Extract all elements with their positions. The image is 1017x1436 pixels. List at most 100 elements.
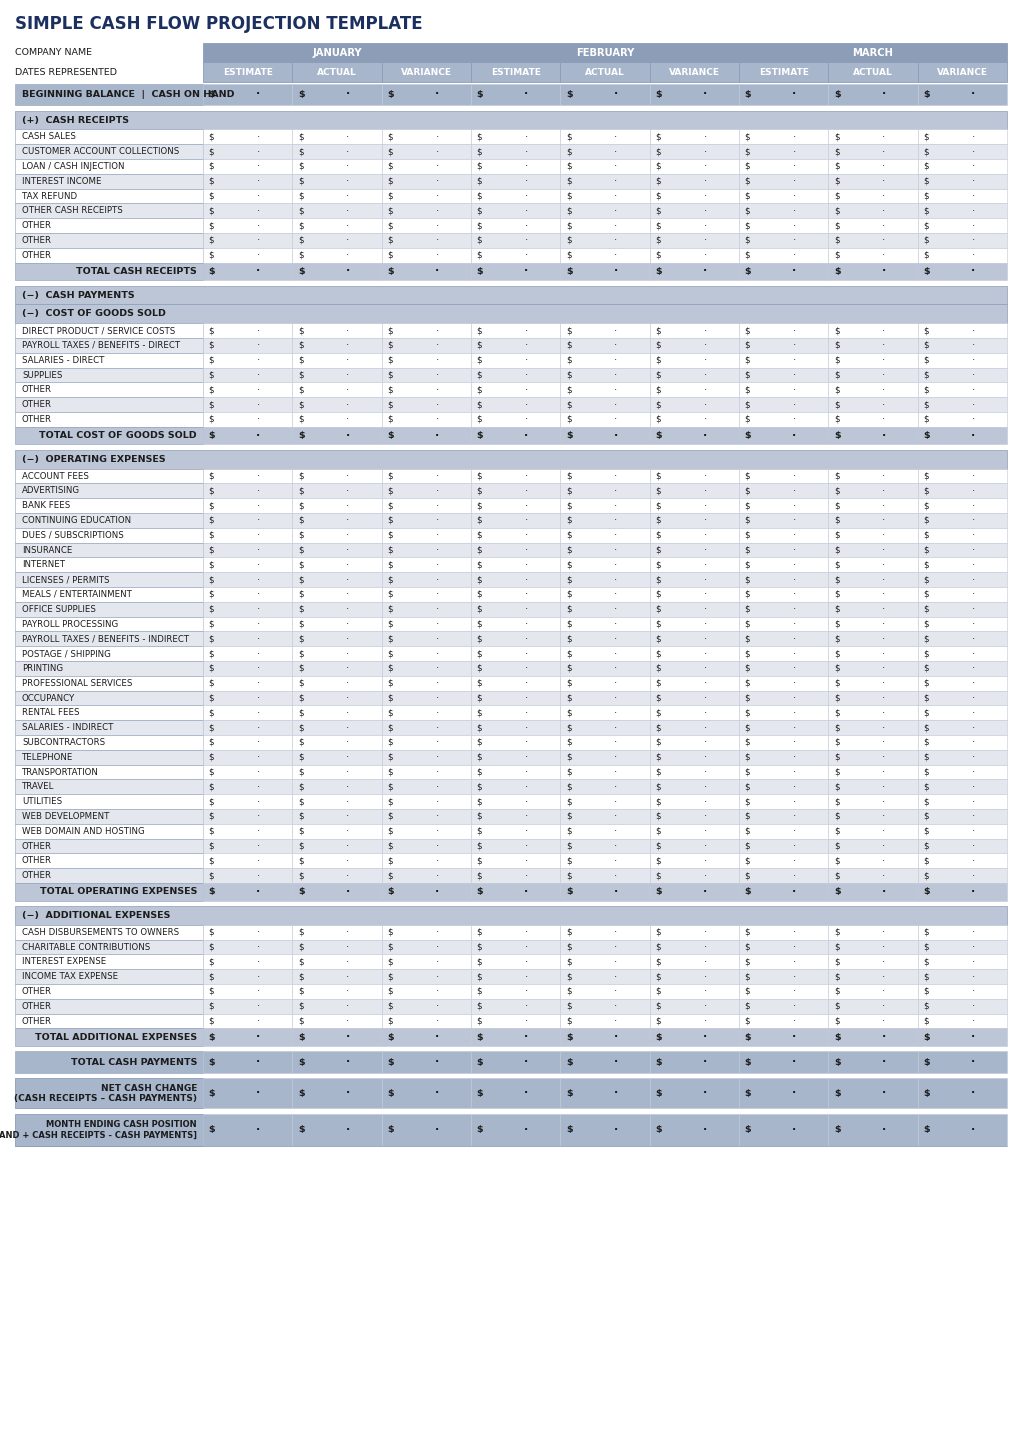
Text: ·: ·: [435, 605, 438, 615]
Text: ·: ·: [346, 1001, 350, 1011]
Text: $: $: [834, 326, 839, 335]
Bar: [917, 323, 1007, 337]
Text: $: $: [744, 415, 750, 424]
Text: $: $: [655, 370, 661, 379]
Bar: [381, 705, 471, 721]
Bar: [560, 573, 650, 587]
Text: ·: ·: [256, 516, 260, 526]
Text: $: $: [208, 385, 214, 395]
Text: ·: ·: [256, 797, 260, 807]
Bar: [739, 557, 828, 573]
Bar: [471, 218, 560, 233]
Bar: [739, 750, 828, 764]
Text: ·: ·: [704, 471, 707, 481]
Text: $: $: [298, 576, 303, 584]
Text: $: $: [834, 928, 839, 936]
Text: ESTIMATE: ESTIMATE: [223, 67, 273, 76]
Text: $: $: [834, 841, 839, 850]
Bar: [917, 1078, 1007, 1109]
Bar: [292, 661, 381, 676]
Bar: [650, 969, 739, 984]
Text: ·: ·: [793, 987, 796, 997]
Bar: [292, 248, 381, 263]
Bar: [828, 969, 917, 984]
Text: $: $: [387, 872, 393, 880]
Bar: [917, 573, 1007, 587]
Text: OTHER: OTHER: [22, 415, 52, 424]
Text: $: $: [655, 1017, 661, 1025]
Text: ·: ·: [524, 1032, 529, 1043]
Bar: [650, 63, 739, 82]
Text: ·: ·: [614, 574, 617, 584]
Bar: [15, 1078, 203, 1109]
Text: $: $: [387, 576, 393, 584]
Text: $: $: [208, 356, 214, 365]
Bar: [292, 824, 381, 839]
Bar: [828, 337, 917, 353]
Text: ·: ·: [525, 663, 528, 673]
Text: $: $: [477, 768, 482, 777]
Bar: [828, 824, 917, 839]
Bar: [828, 233, 917, 248]
Text: $: $: [923, 326, 929, 335]
Text: $: $: [208, 783, 214, 791]
Text: $: $: [744, 1126, 752, 1134]
Text: $: $: [477, 162, 482, 171]
Text: $: $: [744, 471, 750, 481]
Bar: [471, 750, 560, 764]
Text: ·: ·: [346, 560, 350, 570]
Text: ·: ·: [704, 191, 707, 201]
Text: $: $: [387, 267, 394, 276]
Bar: [203, 1051, 292, 1073]
Text: $: $: [298, 251, 303, 260]
Text: ·: ·: [346, 267, 350, 276]
Text: $: $: [923, 267, 930, 276]
Text: ·: ·: [792, 1032, 796, 1043]
Text: $: $: [565, 1088, 573, 1099]
Text: $: $: [655, 560, 661, 569]
Text: MONTH ENDING CASH POSITION
[CASH ON HAND + CASH RECEIPTS - CASH PAYMENTS]: MONTH ENDING CASH POSITION [CASH ON HAND…: [0, 1120, 197, 1140]
Text: ·: ·: [971, 132, 974, 142]
Text: $: $: [834, 887, 840, 896]
Text: ·: ·: [882, 633, 886, 643]
Bar: [828, 144, 917, 159]
Bar: [650, 794, 739, 808]
Bar: [917, 925, 1007, 939]
Text: INCOME TAX EXPENSE: INCOME TAX EXPENSE: [22, 972, 118, 981]
Text: ·: ·: [793, 826, 796, 836]
Text: $: $: [387, 679, 393, 688]
Text: CONTINUING EDUCATION: CONTINUING EDUCATION: [22, 516, 131, 526]
Text: $: $: [387, 1058, 394, 1067]
Text: $: $: [923, 605, 929, 613]
Bar: [739, 263, 828, 280]
Text: $: $: [565, 958, 572, 966]
Text: ·: ·: [882, 1124, 886, 1134]
Bar: [650, 705, 739, 721]
Text: ·: ·: [525, 811, 528, 821]
Text: $: $: [744, 635, 750, 643]
Text: $: $: [655, 679, 661, 688]
Text: $: $: [477, 872, 482, 880]
Bar: [381, 869, 471, 883]
Bar: [739, 1078, 828, 1109]
Text: $: $: [655, 576, 661, 584]
Text: ·: ·: [793, 146, 796, 157]
Bar: [15, 1114, 203, 1146]
Text: ·: ·: [525, 722, 528, 732]
Bar: [381, 573, 471, 587]
Bar: [203, 839, 292, 853]
Bar: [560, 632, 650, 646]
Text: ·: ·: [793, 942, 796, 952]
Bar: [560, 323, 650, 337]
Text: ·: ·: [971, 530, 974, 540]
Bar: [292, 412, 381, 426]
Text: $: $: [655, 752, 661, 761]
Text: ·: ·: [792, 267, 796, 276]
Bar: [560, 780, 650, 794]
Text: $: $: [208, 708, 214, 718]
Text: ·: ·: [882, 191, 886, 201]
Bar: [381, 368, 471, 382]
Bar: [471, 368, 560, 382]
Text: $: $: [387, 487, 393, 495]
Text: ·: ·: [256, 485, 260, 495]
